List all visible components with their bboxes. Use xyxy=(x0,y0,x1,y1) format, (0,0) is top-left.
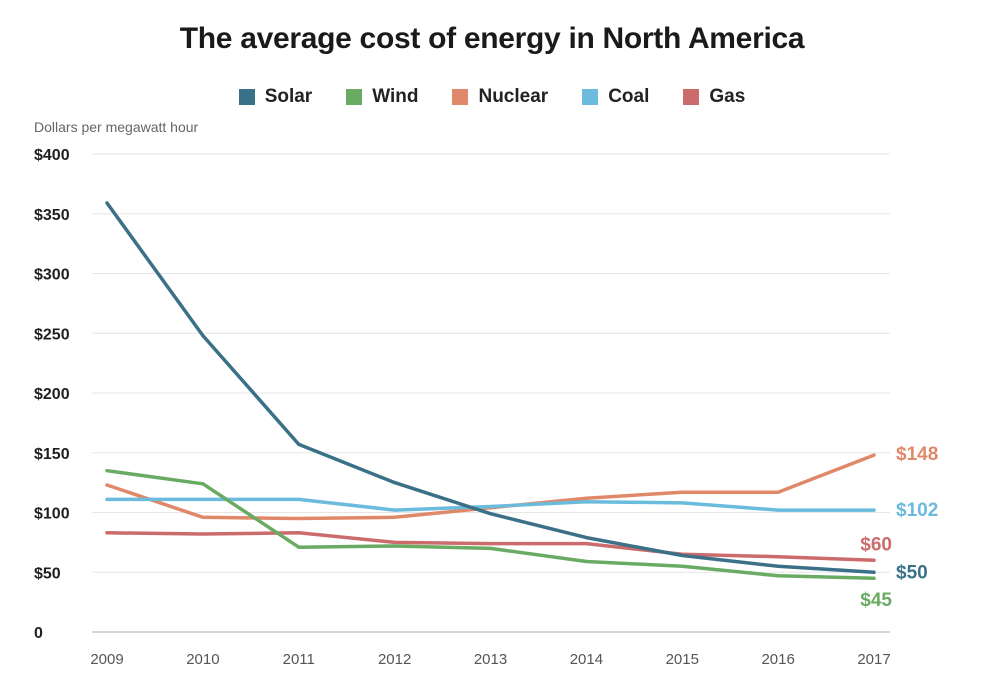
data-point-coal xyxy=(488,504,493,509)
data-point-wind xyxy=(201,482,205,486)
y-tick-label: $150 xyxy=(34,446,70,463)
legend-label-wind: Wind xyxy=(372,86,419,107)
data-point-coal xyxy=(393,508,397,512)
end-label-gas: $60 xyxy=(860,534,892,555)
data-point-coal xyxy=(201,497,205,501)
legend-item-gas: Gas xyxy=(683,86,745,108)
chart-title: The average cost of energy in North Amer… xyxy=(179,22,805,55)
data-point-coal xyxy=(680,501,684,505)
y-tick-label: 0 xyxy=(34,625,43,642)
data-point-coal xyxy=(584,500,588,504)
data-point-gas xyxy=(105,531,109,535)
y-tick-label: $400 xyxy=(34,147,70,164)
legend-swatch-nuclear xyxy=(452,89,469,105)
data-point-solar xyxy=(776,564,780,568)
data-point-coal xyxy=(872,508,876,512)
y-axis-unit-label: Dollars per megawatt hour xyxy=(34,119,199,135)
end-label-wind: $45 xyxy=(860,590,892,611)
legend-label-coal: Coal xyxy=(608,86,650,107)
data-point-solar xyxy=(393,481,397,485)
legend-label-solar: Solar xyxy=(264,86,313,107)
data-point-solar xyxy=(105,201,109,205)
legend-label-gas: Gas xyxy=(709,86,746,107)
data-point-wind xyxy=(776,574,780,578)
x-tick-label: 2014 xyxy=(570,651,603,668)
x-tick-label: 2013 xyxy=(474,651,507,668)
x-tick-label: 2011 xyxy=(283,651,315,668)
legend-swatch-gas xyxy=(683,89,700,105)
y-tick-label: $350 xyxy=(34,207,70,224)
data-point-wind xyxy=(393,544,397,548)
x-tick-label: 2012 xyxy=(378,651,411,668)
data-point-coal xyxy=(297,497,301,501)
x-tick-label: 2009 xyxy=(90,651,123,668)
data-point-nuclear xyxy=(872,453,876,457)
y-tick-label: $250 xyxy=(34,326,70,343)
legend-item-wind: Wind xyxy=(346,86,418,108)
data-point-solar xyxy=(872,570,876,574)
data-point-solar xyxy=(680,553,684,558)
data-point-wind xyxy=(584,559,588,564)
legend-swatch-solar xyxy=(238,89,255,105)
data-point-gas xyxy=(584,541,588,546)
data-point-wind xyxy=(488,546,493,550)
data-point-coal xyxy=(105,497,109,501)
data-point-wind xyxy=(872,576,876,580)
data-point-nuclear xyxy=(776,490,780,494)
legend: Solar Wind Nuclear Coal Gas xyxy=(0,86,984,108)
y-tick-label: $50 xyxy=(34,565,61,582)
data-point-solar xyxy=(297,442,301,446)
end-label-nuclear: $148 xyxy=(896,444,938,465)
legend-swatch-coal xyxy=(582,89,599,105)
data-point-nuclear xyxy=(201,515,205,519)
legend-item-coal: Coal xyxy=(582,86,649,108)
end-label-solar: $50 xyxy=(896,562,928,583)
data-point-nuclear xyxy=(105,483,109,487)
series-line-gas xyxy=(105,531,876,563)
data-point-nuclear xyxy=(297,516,301,521)
data-point-nuclear xyxy=(584,496,588,500)
data-point-wind xyxy=(105,469,109,473)
data-point-gas xyxy=(872,558,876,562)
series-line-wind xyxy=(105,468,876,580)
data-point-coal xyxy=(776,508,780,512)
data-point-gas xyxy=(488,541,493,546)
data-point-nuclear xyxy=(680,490,684,494)
legend-label-nuclear: Nuclear xyxy=(478,86,549,107)
y-tick-label: $200 xyxy=(34,386,70,403)
x-tick-label: 2016 xyxy=(761,651,794,668)
data-point-gas xyxy=(776,555,780,559)
data-point-wind xyxy=(680,564,684,568)
x-tick-label: 2015 xyxy=(666,651,699,668)
y-tick-label: $300 xyxy=(34,267,70,284)
x-tick-label: 2010 xyxy=(186,651,219,668)
data-point-solar xyxy=(488,512,493,516)
data-point-wind xyxy=(297,545,301,549)
end-label-coal: $102 xyxy=(896,500,938,521)
data-point-solar xyxy=(201,334,205,338)
x-tick-label: 2017 xyxy=(857,651,890,668)
y-tick-label: $100 xyxy=(34,506,70,523)
data-point-gas xyxy=(297,531,301,535)
legend-item-nuclear: Nuclear xyxy=(452,86,548,108)
legend-swatch-wind xyxy=(346,89,363,105)
data-point-gas xyxy=(393,540,397,544)
legend-item-solar: Solar xyxy=(238,86,313,108)
data-point-nuclear xyxy=(393,515,397,519)
data-point-gas xyxy=(201,532,205,536)
data-point-solar xyxy=(584,535,588,540)
